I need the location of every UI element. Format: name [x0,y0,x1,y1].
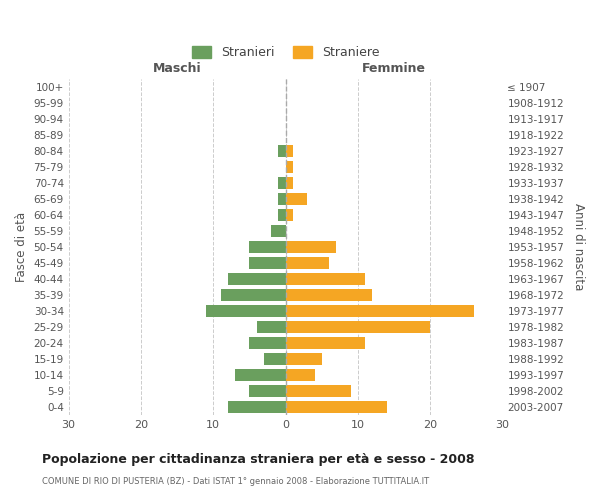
Bar [278,209,286,221]
Bar [286,385,350,397]
Text: COMUNE DI RIO DI PUSTERIA (BZ) - Dati ISTAT 1° gennaio 2008 - Elaborazione TUTTI: COMUNE DI RIO DI PUSTERIA (BZ) - Dati IS… [42,478,429,486]
Y-axis label: Fasce di età: Fasce di età [15,212,28,282]
Bar [286,321,430,333]
Bar [286,177,293,189]
Bar [250,257,286,269]
Bar [235,369,286,381]
Bar [286,337,365,349]
Bar [286,241,336,253]
Bar [286,257,329,269]
Text: Maschi: Maschi [153,62,202,76]
Bar [228,401,286,413]
Bar [278,177,286,189]
Y-axis label: Anni di nascita: Anni di nascita [572,204,585,290]
Bar [278,145,286,157]
Text: Popolazione per cittadinanza straniera per età e sesso - 2008: Popolazione per cittadinanza straniera p… [42,452,475,466]
Bar [221,289,286,301]
Bar [286,353,322,365]
Bar [286,145,293,157]
Bar [206,305,286,317]
Bar [286,193,307,205]
Bar [271,225,286,237]
Bar [286,401,387,413]
Bar [286,369,314,381]
Bar [250,385,286,397]
Bar [264,353,286,365]
Bar [286,273,365,285]
Bar [286,161,293,173]
Bar [286,305,473,317]
Text: Femmine: Femmine [362,62,426,76]
Bar [278,193,286,205]
Bar [286,289,373,301]
Legend: Stranieri, Straniere: Stranieri, Straniere [187,42,384,64]
Bar [250,241,286,253]
Bar [257,321,286,333]
Bar [286,209,293,221]
Bar [250,337,286,349]
Bar [228,273,286,285]
